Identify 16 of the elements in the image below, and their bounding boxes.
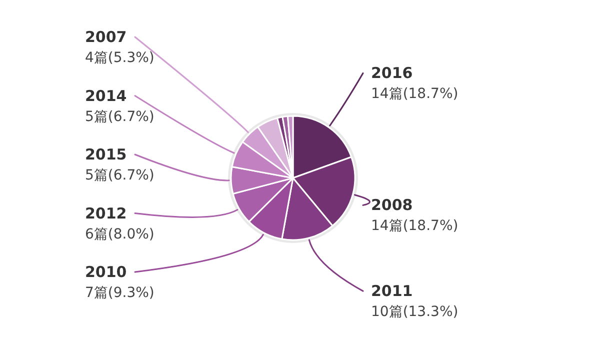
data-label: 14篇(18.7%) xyxy=(371,86,458,102)
slice-label: 2008 xyxy=(371,196,413,214)
data-label: 7篇(9.3%) xyxy=(85,285,154,301)
slice-label: 2015 xyxy=(85,146,127,164)
slice-label: 2010 xyxy=(85,263,127,281)
data-label: 5篇(6.7%) xyxy=(85,168,154,184)
slice-label: 2007 xyxy=(85,28,127,46)
slice-label: 2014 xyxy=(85,86,127,105)
data-label: 10篇(13.3%) xyxy=(371,304,458,320)
slice-label: 2012 xyxy=(85,204,127,222)
data-label: 6篇(8.0%) xyxy=(85,226,154,242)
slice-label: 2011 xyxy=(371,282,413,300)
data-label: 14篇(18.7%) xyxy=(371,218,458,234)
data-label: 4篇(5.3%) xyxy=(85,50,154,66)
slice-label: 2016 xyxy=(371,64,413,82)
data-label: 5篇(6.7%) xyxy=(85,108,154,125)
